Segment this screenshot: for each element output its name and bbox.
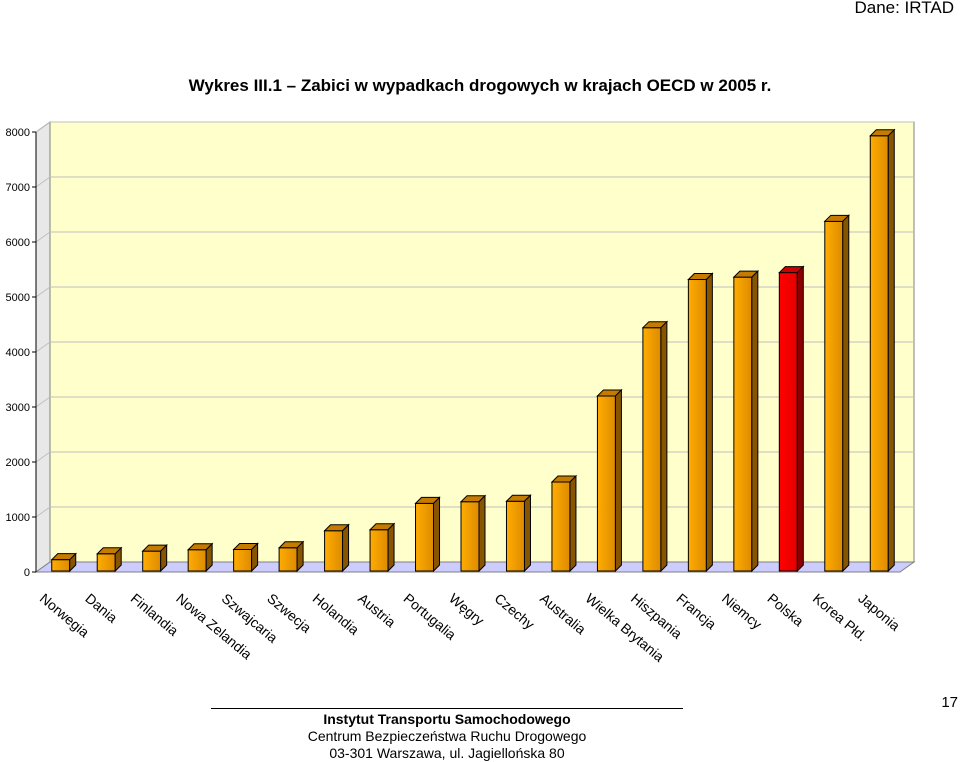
bar-side	[887, 128, 895, 573]
gridline-side	[35, 506, 51, 518]
y-tick-label: 5000	[6, 292, 30, 304]
bar	[550, 474, 578, 573]
bar-front	[369, 529, 389, 572]
bar-side	[523, 494, 531, 573]
footer-department: Centrum Bezpieczeństwa Ruchu Drogowego	[307, 728, 587, 744]
bar-side	[433, 496, 441, 573]
bar-chart: 0 1000 2000 3000 4000 5000 6000 7000 8000 Norweg…	[6, 121, 916, 665]
footer-address: 03-301 Warszawa, ul. Jagiellońska 80	[329, 745, 565, 761]
bar-front	[505, 500, 525, 572]
bar-front	[869, 135, 889, 572]
bar-side	[660, 320, 668, 573]
x-category-label: Niemcy	[719, 590, 765, 632]
bar	[50, 552, 77, 573]
x-category-label: Wielka Brytania	[582, 590, 667, 665]
bar-side	[751, 269, 759, 573]
bar-front	[460, 501, 480, 572]
gridline-side	[35, 231, 51, 243]
y-tick-label: 3000	[6, 402, 30, 414]
bar-front	[733, 276, 753, 572]
bar-side	[251, 542, 259, 573]
bar-side	[342, 523, 350, 573]
bar-front	[551, 481, 571, 572]
x-category-label: Czechy	[492, 590, 538, 632]
bar-side	[160, 543, 168, 573]
bar	[823, 214, 850, 573]
bar	[414, 496, 441, 573]
bar-side	[705, 272, 713, 573]
bar	[641, 320, 669, 573]
bar	[368, 522, 396, 573]
x-category-label: Dania	[82, 590, 120, 626]
bar-front	[642, 327, 662, 572]
bar	[323, 523, 350, 573]
bar	[186, 542, 214, 573]
footer-institute: Instytut Transportu Samochodowego	[323, 711, 571, 727]
bar-front	[142, 550, 162, 572]
bar-side	[69, 552, 77, 573]
y-tick-label: 2000	[6, 457, 30, 469]
x-category-label: Holandia	[310, 590, 363, 638]
y-tick-label: 8000	[6, 127, 30, 139]
y-tick-label: 4000	[6, 347, 30, 359]
chart-bars	[50, 128, 896, 573]
gridline-side	[35, 396, 51, 408]
bar	[141, 543, 168, 573]
bar-front	[415, 502, 435, 572]
y-tick-label: 0	[24, 567, 30, 579]
gridline-side	[35, 341, 51, 353]
bar-side	[296, 540, 304, 573]
bar-side	[114, 546, 122, 573]
bar-side	[842, 214, 850, 573]
y-tick-label: 1000	[6, 512, 30, 524]
bar-front	[96, 553, 116, 572]
bar	[459, 494, 487, 573]
chart-title: Wykres III.1 – Zabici w wypadkach drogow…	[188, 76, 772, 95]
bar-front	[778, 272, 798, 572]
bar-front	[324, 530, 344, 572]
bar	[232, 542, 259, 573]
bar-front	[278, 547, 298, 572]
source-label: Dane: IRTAD	[854, 0, 954, 17]
gridline-side	[35, 121, 51, 133]
bar	[732, 269, 760, 573]
x-category-label: Finlandia	[128, 590, 182, 639]
bar	[277, 540, 305, 573]
bar-front	[596, 395, 616, 572]
x-category-label: Norwegia	[37, 590, 93, 640]
bar-front	[233, 549, 253, 572]
gridline-side	[35, 286, 51, 298]
gridline-side	[35, 451, 51, 463]
chart-gridlines	[35, 121, 914, 518]
x-category-label: Australia	[537, 590, 589, 637]
bar	[505, 494, 532, 573]
bar	[596, 388, 623, 573]
bar-front	[51, 559, 71, 572]
bar-front	[687, 279, 707, 572]
footer-divider	[211, 708, 683, 709]
bar-side	[205, 542, 213, 573]
bar	[869, 128, 896, 573]
y-tick-label: 7000	[6, 182, 30, 194]
gridline-side	[35, 176, 51, 188]
page-number: 17	[941, 694, 958, 711]
bar-side	[796, 265, 804, 573]
bar	[687, 272, 714, 573]
bar-side	[614, 388, 622, 573]
bar-front	[187, 549, 207, 572]
x-category-label: Węgry	[446, 590, 487, 628]
bar	[778, 265, 805, 573]
y-axis-ticks: 0 1000 2000 3000 4000 5000 6000 7000 8000	[6, 127, 37, 579]
y-tick-label: 6000	[6, 237, 30, 249]
bar-side	[569, 474, 577, 573]
bar-side	[387, 522, 395, 573]
bar	[96, 546, 123, 573]
x-category-label: Polska	[764, 590, 807, 629]
bar-front	[824, 220, 844, 572]
bar-side	[478, 494, 486, 573]
